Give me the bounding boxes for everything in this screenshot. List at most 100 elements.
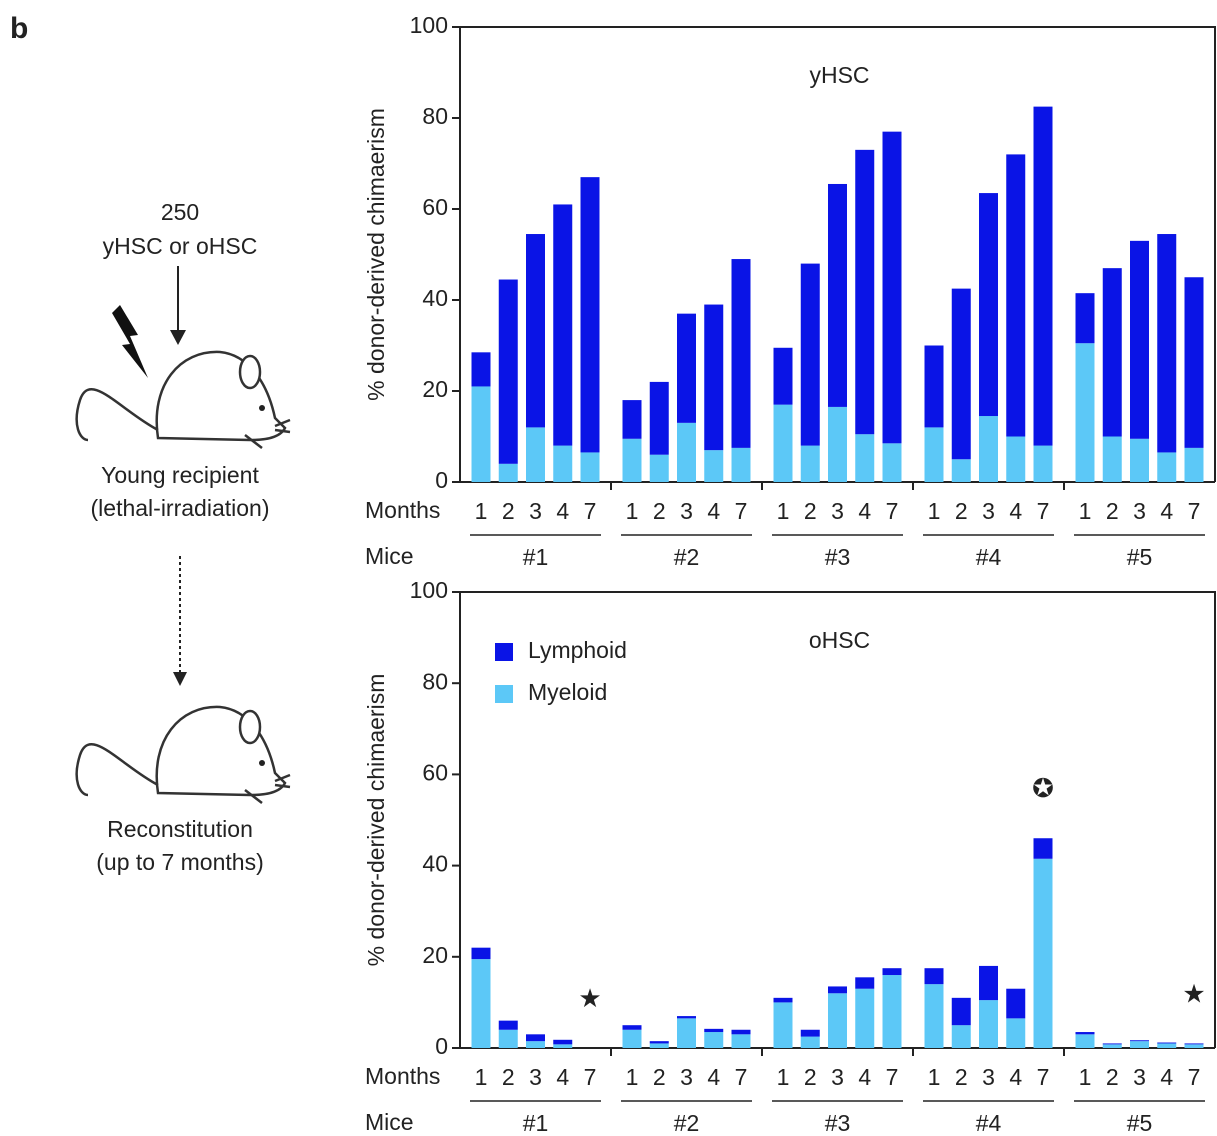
bar-segment bbox=[1102, 1044, 1122, 1048]
bar-segment bbox=[1006, 154, 1026, 437]
y-tick-label: 80 bbox=[422, 668, 448, 694]
group-label: #2 bbox=[674, 544, 700, 570]
y-tick-label: 100 bbox=[410, 12, 448, 38]
bar-segment bbox=[979, 965, 998, 1001]
x-tick-label: 3 bbox=[1133, 1064, 1146, 1090]
legend-label: Myeloid bbox=[528, 679, 607, 705]
x-tick-label: 3 bbox=[529, 1064, 542, 1090]
legend-label: Lymphoid bbox=[528, 637, 627, 663]
bar-segment bbox=[1130, 1040, 1149, 1042]
bar-segment bbox=[828, 993, 847, 1048]
bar-segment bbox=[800, 445, 820, 482]
bar-segment bbox=[924, 984, 944, 1048]
x-tick-label: 7 bbox=[735, 1064, 748, 1090]
bar-segment bbox=[855, 988, 875, 1048]
bar-segment bbox=[622, 400, 642, 439]
bar-segment bbox=[526, 427, 545, 482]
x-tick-label: 2 bbox=[955, 1064, 968, 1090]
bar-segment bbox=[1157, 234, 1177, 453]
x-tick-label: 2 bbox=[955, 498, 968, 524]
bar-segment bbox=[1102, 436, 1122, 482]
bar-annotation: ✪ bbox=[1032, 773, 1054, 803]
bar-segment bbox=[1157, 452, 1177, 482]
bar-segment bbox=[704, 304, 724, 451]
y-tick-label: 20 bbox=[422, 376, 448, 402]
bar-segment bbox=[800, 263, 820, 446]
x-tick-label: 7 bbox=[1188, 1064, 1201, 1090]
cells: yHSC or oHSC bbox=[103, 233, 258, 259]
bar-segment bbox=[882, 443, 902, 482]
lightning bbox=[112, 305, 148, 378]
outcome-line: Reconstitution bbox=[107, 816, 253, 842]
bar-segment bbox=[951, 459, 971, 482]
category-axis-label: Months bbox=[365, 1063, 440, 1089]
bar-segment bbox=[471, 959, 491, 1048]
arrow-head bbox=[173, 672, 187, 686]
bar-segment bbox=[979, 1000, 998, 1048]
x-tick-label: 1 bbox=[777, 1064, 790, 1090]
y-tick-label: 0 bbox=[435, 467, 448, 493]
bar-segment bbox=[951, 997, 971, 1026]
x-tick-label: 3 bbox=[680, 1064, 693, 1090]
bar-segment bbox=[979, 416, 998, 482]
bar-segment bbox=[622, 1029, 642, 1048]
bar-segment bbox=[1075, 1034, 1095, 1048]
bar-segment bbox=[882, 131, 902, 444]
bar-segment bbox=[1075, 1032, 1095, 1035]
x-tick-label: 4 bbox=[1160, 498, 1173, 524]
bar-segment bbox=[498, 1020, 518, 1030]
category-axis-label: Months bbox=[365, 497, 440, 523]
x-tick-label: 1 bbox=[1079, 498, 1092, 524]
x-tick-label: 1 bbox=[475, 1064, 488, 1090]
bar-segment bbox=[649, 381, 669, 455]
x-tick-label: 4 bbox=[1160, 1064, 1173, 1090]
bar-segment bbox=[580, 452, 600, 482]
bar-segment bbox=[1033, 106, 1053, 446]
x-tick-label: 1 bbox=[928, 498, 941, 524]
x-tick-label: 7 bbox=[886, 498, 899, 524]
x-tick-label: 3 bbox=[680, 498, 693, 524]
y-tick-label: 80 bbox=[422, 103, 448, 129]
x-tick-label: 7 bbox=[584, 1064, 597, 1090]
bar-segment bbox=[649, 1041, 669, 1044]
bar-segment bbox=[882, 975, 902, 1048]
bar-segment bbox=[773, 997, 793, 1003]
bar-annotation: ★ bbox=[578, 983, 601, 1013]
x-tick-label: 7 bbox=[1188, 498, 1201, 524]
x-tick-label: 4 bbox=[707, 1064, 720, 1090]
recipient-line: (lethal-irradiation) bbox=[91, 495, 270, 521]
x-tick-label: 3 bbox=[1133, 498, 1146, 524]
bar-segment bbox=[580, 177, 600, 453]
bar-segment bbox=[773, 347, 793, 405]
bar-segment bbox=[471, 386, 491, 482]
bar-segment bbox=[649, 1043, 669, 1048]
x-tick-label: 2 bbox=[653, 498, 666, 524]
chart-title: oHSC bbox=[809, 627, 870, 653]
x-tick-label: 2 bbox=[653, 1064, 666, 1090]
x-tick-label: 1 bbox=[626, 1064, 639, 1090]
group-axis-label: Mice bbox=[365, 1109, 414, 1135]
x-tick-label: 4 bbox=[858, 1064, 871, 1090]
bar-segment bbox=[1033, 445, 1053, 482]
bar-segment bbox=[526, 1041, 545, 1048]
bar-segment bbox=[1075, 343, 1095, 482]
x-tick-label: 1 bbox=[1079, 1064, 1092, 1090]
bar-segment bbox=[1102, 268, 1122, 437]
bar-segment bbox=[677, 313, 696, 423]
bar-annotation: ★ bbox=[1182, 978, 1205, 1008]
bar-segment bbox=[677, 422, 696, 482]
x-tick-label: 3 bbox=[982, 498, 995, 524]
bar-segment bbox=[1130, 240, 1149, 439]
bar-segment bbox=[498, 1029, 518, 1048]
x-tick-label: 2 bbox=[1106, 1064, 1119, 1090]
group-label: #4 bbox=[976, 1110, 1002, 1136]
arrow-head bbox=[170, 330, 186, 345]
bar-segment bbox=[1102, 1043, 1122, 1045]
y-tick-label: 20 bbox=[422, 942, 448, 968]
bar-segment bbox=[704, 1032, 724, 1048]
x-tick-label: 1 bbox=[475, 498, 488, 524]
x-tick-label: 4 bbox=[707, 498, 720, 524]
y-tick-label: 60 bbox=[422, 759, 448, 785]
bar-segment bbox=[704, 1028, 724, 1033]
